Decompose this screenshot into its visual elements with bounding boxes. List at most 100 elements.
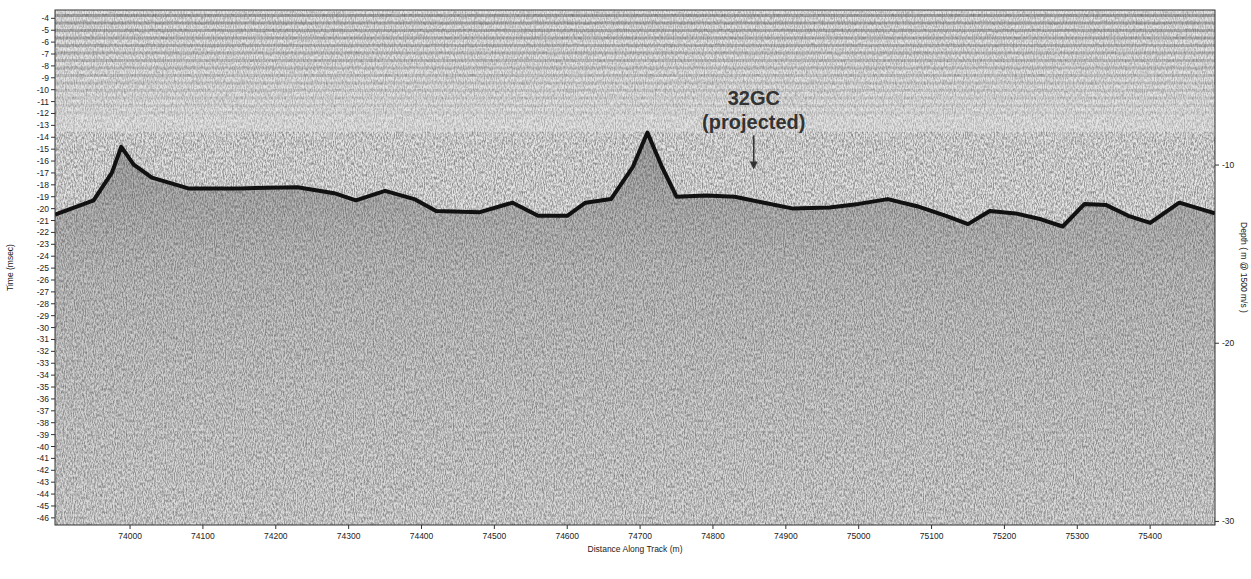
y2-axis-title: Depth ( m @ 1500 m/s ) [1239,222,1249,313]
y2-tick-label: -10 [1222,160,1235,170]
y-tick [51,54,55,55]
y-tick [51,303,55,304]
y-tick [51,113,55,114]
x-tick-label: 74500 [483,531,507,541]
y-tick [51,30,55,31]
y-tick [51,65,55,66]
x-tick [1077,525,1078,529]
y-tick-label: -5 [41,25,49,35]
y-tick [51,149,55,150]
y-tick-label: -10 [37,85,50,95]
y-tick-label: -22 [37,227,50,237]
y-axis-title: Time (msec) [5,244,15,291]
y-tick-label: -18 [37,180,50,190]
x-tick [348,525,349,529]
x-tick-label: 74400 [410,531,434,541]
y-tick-label: -45 [37,501,50,511]
y-tick-label: -25 [37,263,50,273]
y-tick-label: -35 [37,382,50,392]
y-tick-label: -21 [37,216,50,226]
x-tick [931,525,932,529]
y-tick-label: -43 [37,477,50,487]
y-tick-label: -30 [37,323,50,333]
plot-frame [55,10,1215,525]
y-tick [51,18,55,19]
y-tick-label: -28 [37,299,50,309]
x-tick-label: 74900 [774,531,798,541]
y-tick-label: -26 [37,275,50,285]
y-tick [51,77,55,78]
y-tick-label: -15 [37,144,50,154]
x-tick [640,525,641,529]
y-tick [51,137,55,138]
y-tick [51,363,55,364]
sub-bottom-texture [55,133,1215,526]
y-tick [51,387,55,388]
y-tick-label: -31 [37,334,50,344]
y-tick [51,505,55,506]
seafloor-line [55,133,1215,227]
x-tick [785,525,786,529]
annotation-text: 32GC [728,87,780,109]
x-tick [858,525,859,529]
y-tick-label: -33 [37,358,50,368]
x-tick [1150,525,1151,529]
y-tick-label: -41 [37,453,50,463]
y-tick [51,482,55,483]
y-tick [51,351,55,352]
x-tick [494,525,495,529]
y-tick [51,434,55,435]
x-tick-label: 75400 [1138,531,1162,541]
x-tick-label: 74300 [337,531,361,541]
x-tick-label: 74100 [191,531,215,541]
x-tick-label: 74000 [118,531,142,541]
y-tick-label: -16 [37,156,50,166]
x-tick-label: 75300 [1065,531,1089,541]
y-tick [51,184,55,185]
y-tick-label: -19 [37,192,50,202]
x-tick-label: 75000 [847,531,871,541]
y-tick-label: -39 [37,430,50,440]
y-tick [51,422,55,423]
y-tick [51,470,55,471]
annotation-arrowhead [750,161,758,169]
y-tick [51,410,55,411]
x-tick [202,525,203,529]
x-tick-label: 75100 [920,531,944,541]
x-tick [567,525,568,529]
x-tick-label: 74700 [628,531,652,541]
y-tick [51,446,55,447]
y-tick [51,315,55,316]
x-tick [130,525,131,529]
y-tick-label: -4 [41,13,49,23]
y-tick-label: -14 [37,132,50,142]
x-axis-title: Distance Along Track (m) [588,544,683,554]
y-tick [51,172,55,173]
annotation-arrow [753,135,755,163]
y-tick-label: -46 [37,513,50,523]
y-tick [51,101,55,102]
y2-tick [1215,521,1219,522]
noise-texture [55,10,1215,525]
y-tick [51,327,55,328]
y-tick-label: -36 [37,394,50,404]
y-tick-label: -12 [37,108,50,118]
y-tick-label: -23 [37,239,50,249]
y-tick [51,232,55,233]
annotation-text: (projected) [702,111,805,133]
y-tick [51,398,55,399]
y-tick-label: -24 [37,251,50,261]
x-tick [712,525,713,529]
y-tick-label: -38 [37,418,50,428]
y-tick-label: -37 [37,406,50,416]
y-tick-label: -44 [37,489,50,499]
plot-area [55,10,1215,525]
y-tick [51,256,55,257]
y-tick [51,517,55,518]
y-tick-label: -29 [37,311,50,321]
y-tick [51,42,55,43]
y-tick [51,375,55,376]
y-tick [51,196,55,197]
y-tick-label: -11 [37,97,49,107]
y-tick [51,339,55,340]
